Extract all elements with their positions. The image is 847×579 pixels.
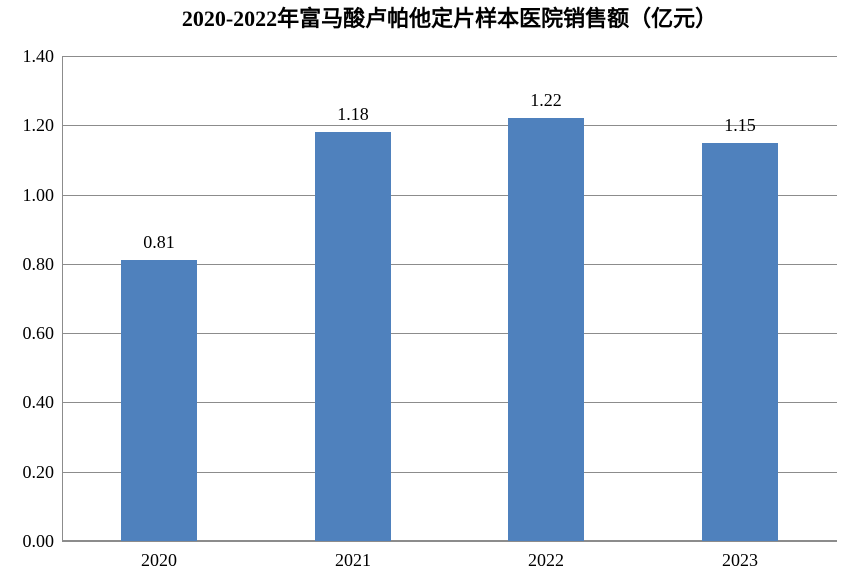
chart-title: 2020-2022年富马酸卢帕他定片样本医院销售额（亿元） (181, 6, 718, 31)
y-tick-label: 0.20 (22, 462, 55, 482)
bar-2020 (121, 260, 197, 541)
bar-value-label: 1.18 (337, 104, 369, 124)
gridline (62, 56, 837, 57)
gridline (62, 402, 837, 403)
y-tick-label: 0.60 (22, 323, 55, 343)
x-tick-label: 2020 (141, 550, 177, 570)
gridline (62, 264, 837, 265)
bar-2021 (315, 132, 391, 541)
plot-area: 0.81 1.18 1.22 1.15 (62, 56, 837, 542)
y-tick-label: 1.20 (22, 115, 55, 135)
y-tick-label: 0.00 (22, 531, 55, 551)
bar-2022 (508, 118, 584, 541)
gridline (62, 472, 837, 473)
y-axis-line (62, 56, 63, 541)
y-tick-label: 0.80 (22, 254, 55, 274)
bar-2023 (702, 143, 778, 541)
x-tick-label: 2023 (722, 550, 758, 570)
y-tick-label: 1.00 (22, 185, 55, 205)
bar-value-label: 0.81 (143, 232, 175, 252)
gridline (62, 195, 837, 196)
x-axis-line (62, 540, 837, 542)
y-tick-label: 0.40 (22, 392, 55, 412)
x-tick-label: 2022 (528, 550, 564, 570)
x-tick-label: 2021 (335, 550, 371, 570)
gridline (62, 125, 837, 126)
gridline (62, 333, 837, 334)
y-tick-label: 1.40 (22, 46, 55, 66)
bar-value-label: 1.15 (724, 115, 756, 135)
bar-value-label: 1.22 (530, 90, 562, 110)
